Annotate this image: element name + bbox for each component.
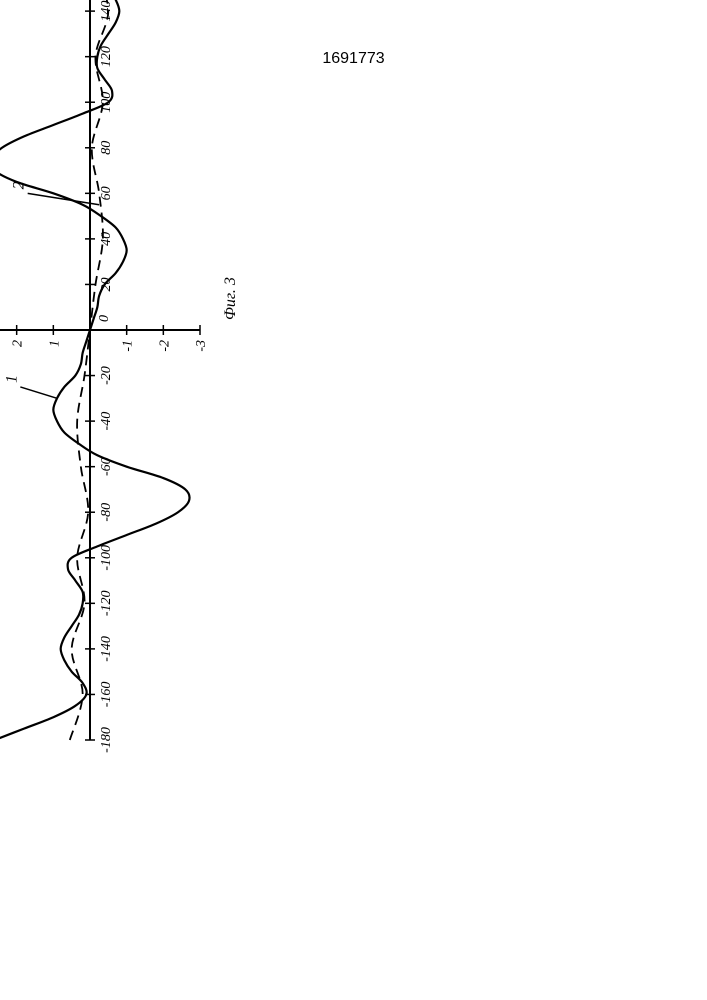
figure-label: Фиг. 3 [222, 277, 239, 320]
callout-label: 1 [3, 375, 20, 383]
x-tick-label: -120 [99, 590, 114, 616]
y-tick-label: 2 [11, 340, 26, 347]
x-tick-label: 40 [99, 232, 114, 246]
callout-label: 2 [11, 181, 28, 189]
x-tick-label: 60 [99, 186, 114, 200]
x-tick-label: -140 [99, 636, 114, 662]
y-tick-label: -1 [121, 340, 136, 352]
callout-line [20, 387, 57, 398]
y-tick-label: -3 [194, 340, 209, 352]
y-tick-label: 1 [47, 340, 62, 347]
chart-svg: -180-160-140-120-100-80-60-40-2020406080… [0, 0, 250, 750]
chart-container: -180-160-140-120-100-80-60-40-2020406080… [0, 250, 707, 750]
x-tick-label: 80 [99, 141, 114, 155]
y-tick-label: -2 [157, 340, 172, 352]
doc-number: 1691773 [322, 50, 384, 68]
x-tick-label: -100 [99, 545, 114, 571]
callout-line [28, 193, 100, 204]
x-tick-label: -80 [99, 503, 114, 522]
x-tick-label: -40 [99, 412, 114, 431]
x-tick-label: -180 [99, 727, 114, 753]
x-tick-label: -160 [99, 682, 114, 708]
x-tick-label: 120 [99, 46, 114, 67]
x-tick-label: -20 [99, 366, 114, 385]
series-1 [0, 0, 190, 740]
origin-label: 0 [97, 315, 112, 322]
